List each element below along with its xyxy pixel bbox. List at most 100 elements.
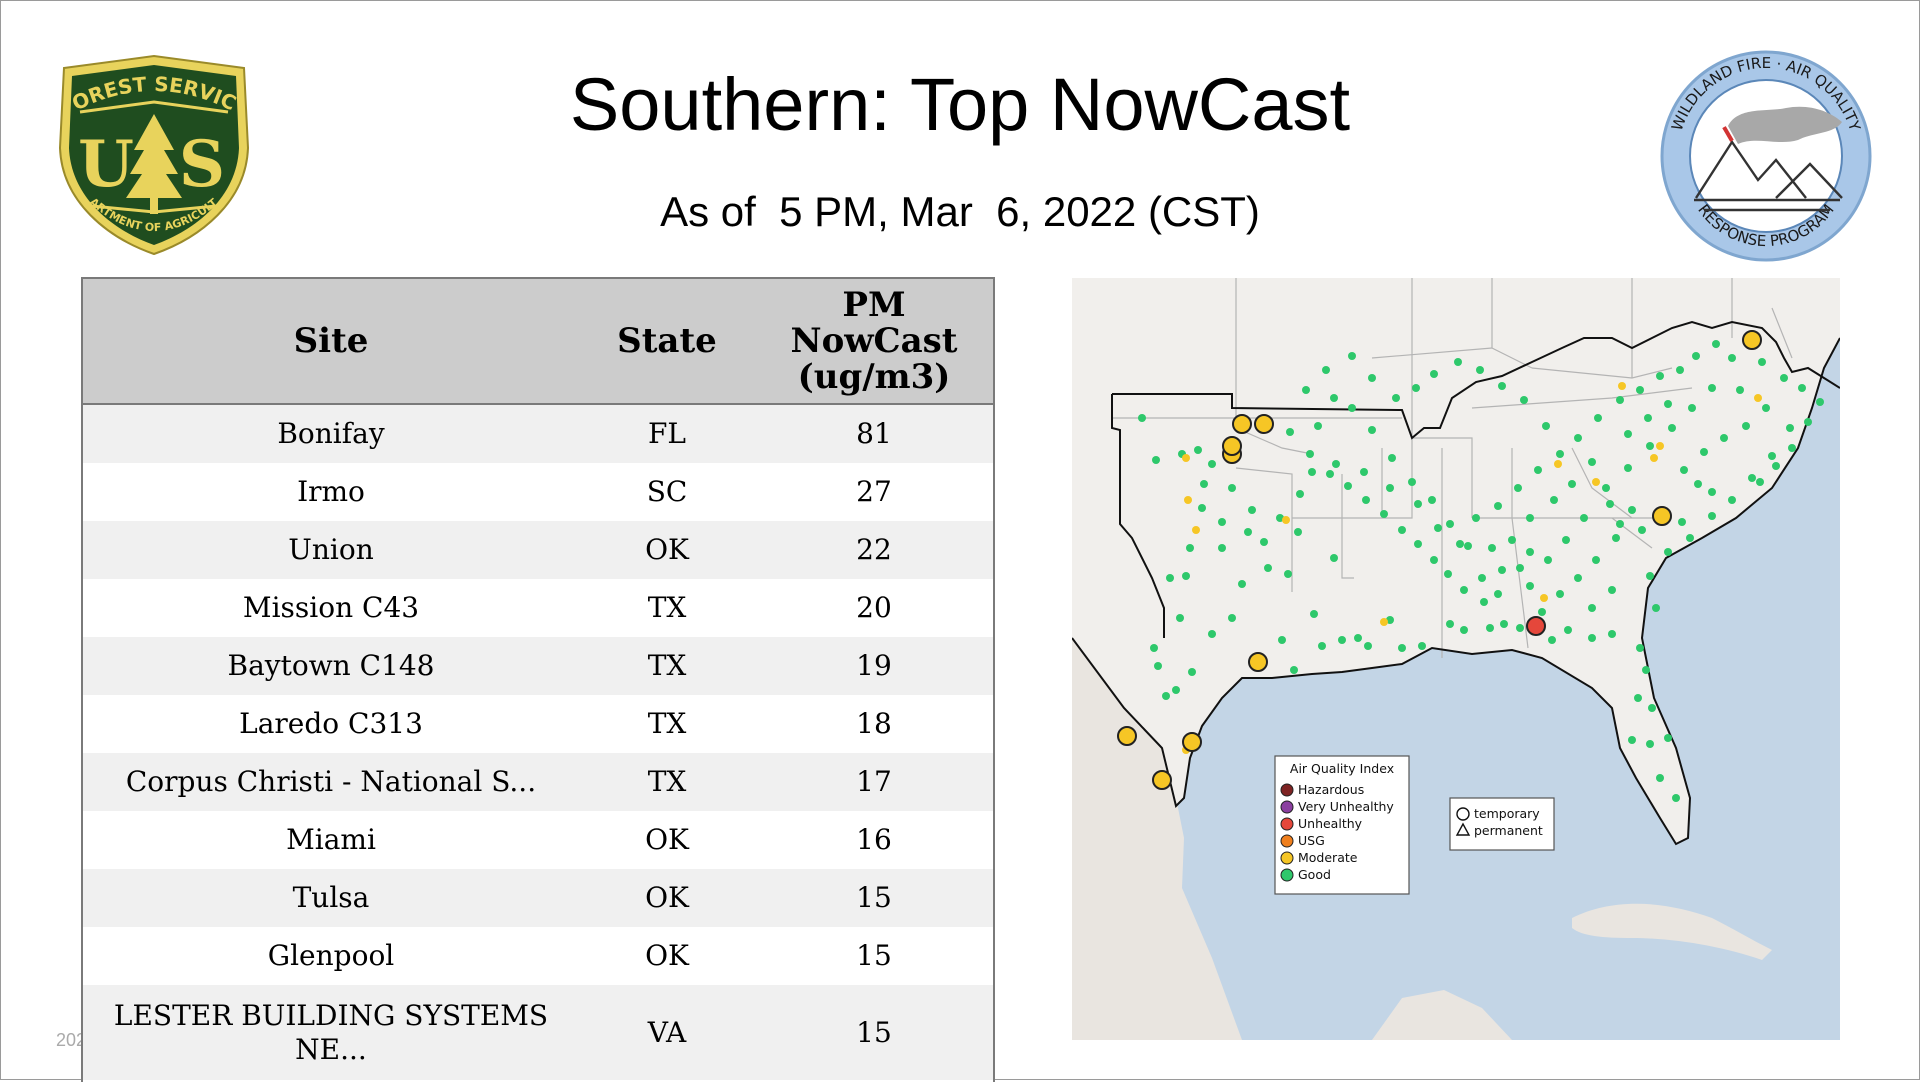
- marker-good: [1772, 462, 1780, 470]
- marker-good: [1564, 626, 1572, 634]
- marker-good: [1638, 526, 1646, 534]
- table-row: Irmo SC 27: [83, 463, 993, 521]
- cell-site: Miami: [83, 811, 579, 869]
- marker-good: [1708, 384, 1716, 392]
- marker-good: [1348, 404, 1356, 412]
- marker-good: [1388, 454, 1396, 462]
- marker-good: [1686, 534, 1694, 542]
- table-row: Bonifay FL 81: [83, 404, 993, 463]
- marker-good: [1486, 624, 1494, 632]
- marker-good: [1542, 422, 1550, 430]
- aqi-legend-item: Unhealthy: [1280, 816, 1363, 831]
- cell-site-line1: LESTER BUILDING SYSTEMS: [113, 998, 549, 1032]
- marker-good: [1478, 574, 1486, 582]
- marker-good: [1562, 536, 1570, 544]
- marker-moderate: [1222, 436, 1242, 456]
- marker-good: [1380, 510, 1388, 518]
- marker-good: [1456, 540, 1464, 548]
- pine-tree-icon: [126, 114, 182, 214]
- marker-good: [1588, 604, 1596, 612]
- marker-good: [1612, 534, 1620, 542]
- map-big-markers: [1117, 330, 1762, 790]
- marker-good: [1816, 398, 1824, 406]
- marker-good: [1548, 636, 1556, 644]
- marker-good: [1326, 470, 1334, 478]
- marker-good: [1218, 544, 1226, 552]
- marker-moderate: [1152, 770, 1172, 790]
- marker-good: [1332, 460, 1340, 468]
- marker-good: [1624, 430, 1632, 438]
- marker-good: [1694, 480, 1702, 488]
- marker-good: [1194, 446, 1202, 454]
- map-land-mexico: [1072, 638, 1242, 1040]
- header-site: Site: [83, 279, 579, 405]
- aqi-legend-item: Moderate: [1280, 850, 1358, 865]
- cell-state: TX: [579, 695, 755, 753]
- marker-good: [1768, 452, 1776, 460]
- cell-state: OK: [579, 811, 755, 869]
- cell-state: SC: [579, 463, 755, 521]
- marker-good: [1228, 484, 1236, 492]
- marker-moderate-small: [1380, 618, 1388, 626]
- smoke-plume-icon: [1728, 106, 1842, 144]
- marker-good: [1692, 352, 1700, 360]
- marker-good: [1434, 524, 1442, 532]
- marker-good: [1414, 540, 1422, 548]
- marker-good: [1294, 528, 1302, 536]
- marker-good: [1636, 644, 1644, 652]
- cell-state: TX: [579, 753, 755, 811]
- map-region-border-north: [1112, 320, 1840, 440]
- marker-good: [1656, 372, 1664, 380]
- cell-state: TX: [579, 637, 755, 695]
- marker-good: [1398, 526, 1406, 534]
- marker-good: [1616, 396, 1624, 404]
- marker-good: [1646, 442, 1654, 450]
- marker-good: [1454, 358, 1462, 366]
- cell-pm: 81: [755, 404, 993, 463]
- marker-good: [1556, 450, 1564, 458]
- marker-good: [1498, 566, 1506, 574]
- aqi-label: USG: [1298, 833, 1325, 848]
- marker-good: [1330, 554, 1338, 562]
- marker-good: [1608, 586, 1616, 594]
- marker-good: [1418, 642, 1426, 650]
- marker-good: [1664, 400, 1672, 408]
- cell-pm: 17: [755, 753, 993, 811]
- aqi-legend-item: Very Unhealthy: [1280, 799, 1394, 814]
- marker-good: [1526, 548, 1534, 556]
- marker-moderate-small: [1754, 394, 1762, 402]
- marker-unhealthy: [1526, 616, 1546, 636]
- aqi-legend-item: USG: [1280, 833, 1325, 848]
- marker-good: [1460, 626, 1468, 634]
- marker-good: [1628, 506, 1636, 514]
- marker-good: [1392, 394, 1400, 402]
- map-moderate-small-markers: [1182, 382, 1762, 754]
- marker-good: [1364, 642, 1372, 650]
- marker-good: [1286, 428, 1294, 436]
- marker-moderate: [1182, 732, 1202, 752]
- cell-site: Tulsa: [83, 869, 579, 927]
- marker-good: [1526, 582, 1534, 590]
- marker-good: [1408, 478, 1416, 486]
- marker-good: [1368, 426, 1376, 434]
- marker-good: [1500, 620, 1508, 628]
- marker-good: [1634, 694, 1642, 702]
- cell-site: Union: [83, 521, 579, 579]
- marker-moderate: [1652, 506, 1672, 526]
- marker-good: [1534, 466, 1542, 474]
- aqi-label: Very Unhealthy: [1298, 799, 1394, 814]
- marker-good: [1786, 424, 1794, 432]
- marker-good: [1594, 414, 1602, 422]
- marker-good: [1488, 544, 1496, 552]
- marker-good: [1464, 542, 1472, 550]
- marker-good: [1430, 556, 1438, 564]
- marker-good: [1616, 520, 1624, 528]
- marker-good: [1494, 502, 1502, 510]
- marker-good: [1208, 460, 1216, 468]
- marker-good: [1672, 794, 1680, 802]
- marker-good: [1244, 528, 1252, 536]
- marker-good: [1186, 544, 1194, 552]
- marker-good: [1756, 478, 1764, 486]
- marker-good: [1780, 374, 1788, 382]
- marker-good: [1360, 468, 1368, 476]
